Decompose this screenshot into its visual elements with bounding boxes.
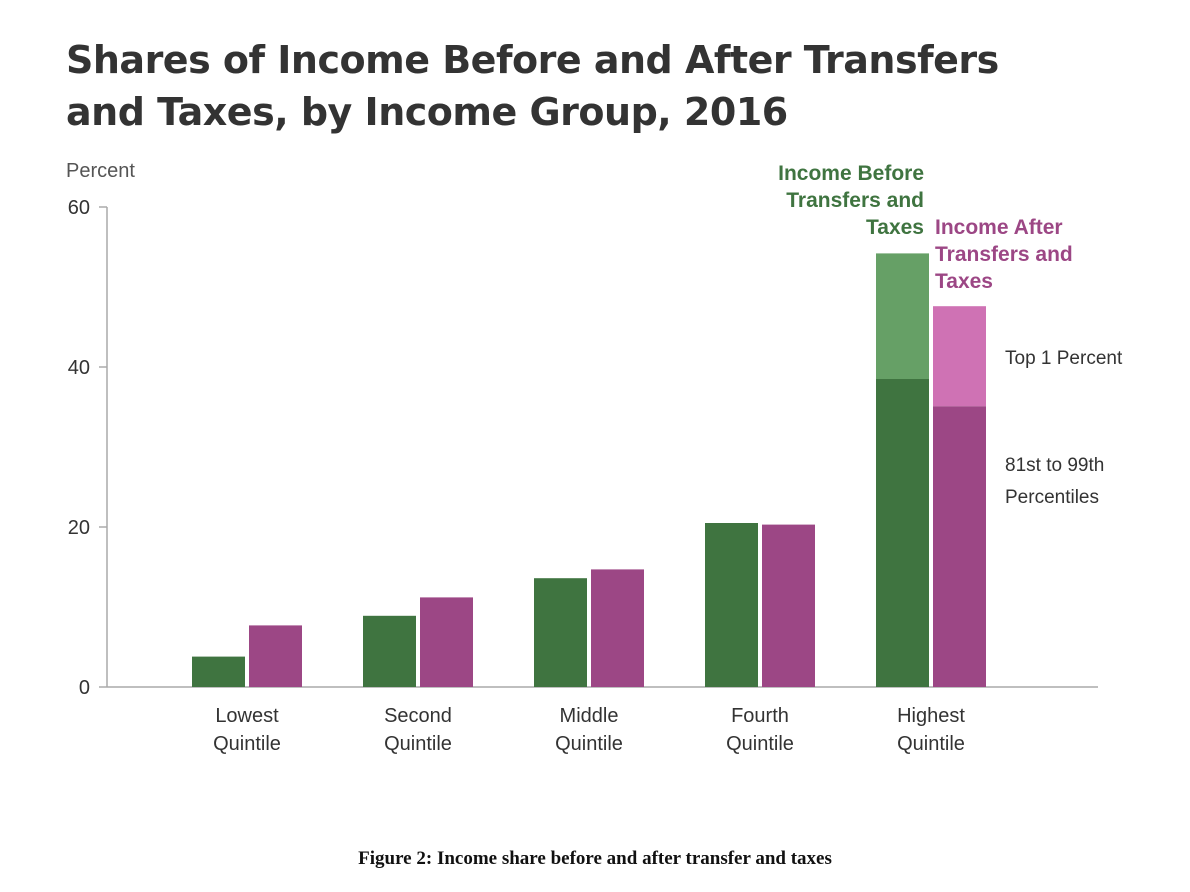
x-tick-label: Quintile bbox=[726, 733, 794, 755]
x-tick-label: Quintile bbox=[384, 733, 452, 755]
x-tick-label: Quintile bbox=[555, 733, 623, 755]
y-axis-unit-label: Percent bbox=[66, 160, 135, 182]
segment-label-81st-99th: Percentiles bbox=[1005, 487, 1099, 508]
series-label-before: Transfers and bbox=[786, 189, 924, 212]
y-tick-label: 40 bbox=[68, 357, 90, 379]
bar bbox=[420, 597, 473, 687]
bar-segment-81st-99th bbox=[876, 379, 929, 687]
x-tick-label: Lowest bbox=[215, 705, 279, 727]
y-tick-label: 20 bbox=[68, 517, 90, 539]
bar-segment-top-1-percent bbox=[933, 306, 986, 407]
bar-segment-top-1-percent bbox=[876, 253, 929, 379]
y-tick-label: 60 bbox=[68, 197, 90, 219]
bar bbox=[762, 524, 815, 687]
series-label-after: Transfers and bbox=[935, 243, 1073, 266]
bar bbox=[249, 625, 302, 687]
bar bbox=[534, 578, 587, 687]
series-label-after: Income After bbox=[935, 216, 1063, 239]
figure-caption: Figure 2: Income share before and after … bbox=[358, 848, 832, 869]
x-tick-label: Middle bbox=[560, 705, 619, 727]
bar bbox=[192, 656, 245, 687]
chart-title-line-2: and Taxes, by Income Group, 2016 bbox=[66, 90, 788, 134]
chart-title: Shares of Income Before and After Transf… bbox=[66, 34, 1146, 138]
segment-label-81st-99th: 81st to 99th bbox=[1005, 455, 1104, 476]
x-tick-label: Highest bbox=[897, 705, 965, 727]
segment-label-top-1-percent: Top 1 Percent bbox=[1005, 348, 1123, 369]
x-tick-label: Quintile bbox=[897, 733, 965, 755]
series-label-before: Income Before bbox=[778, 162, 924, 185]
x-tick-label: Second bbox=[384, 705, 452, 727]
bar bbox=[591, 569, 644, 687]
chart-title-line-1: Shares of Income Before and After Transf… bbox=[66, 38, 999, 82]
bar bbox=[705, 523, 758, 687]
bar-segment-81st-99th bbox=[933, 406, 986, 687]
y-tick-label: 0 bbox=[79, 677, 90, 699]
series-label-before: Taxes bbox=[866, 216, 924, 239]
x-tick-label: Quintile bbox=[213, 733, 281, 755]
series-label-after: Taxes bbox=[935, 270, 993, 293]
bar bbox=[363, 615, 416, 687]
x-tick-label: Fourth bbox=[731, 705, 789, 727]
